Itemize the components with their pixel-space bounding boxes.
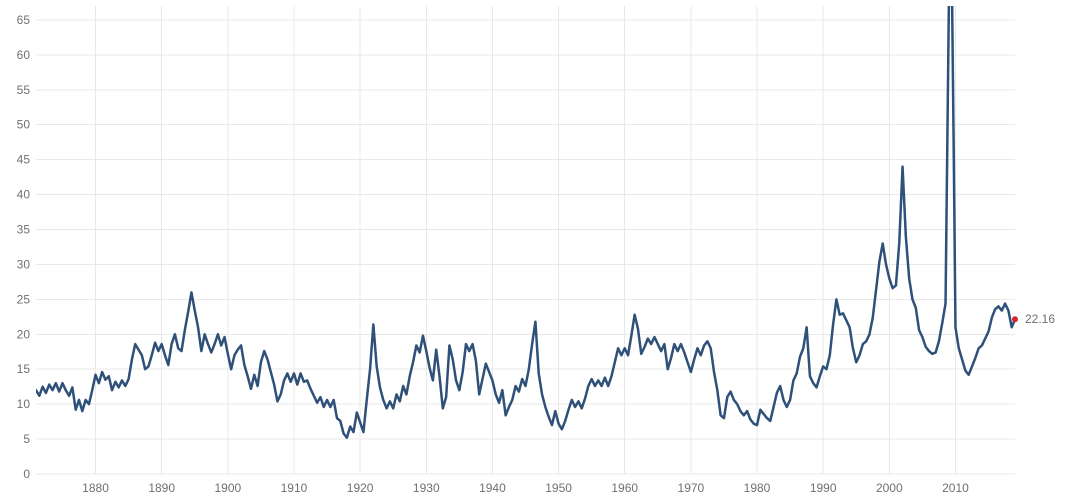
x-tick-label: 1910 [281,481,308,495]
x-tick-label: 1900 [214,481,241,495]
line-chart: 0 5 10 15 20 25 30 35 40 45 50 55 60 65 1880 1890 1900 19… [0,0,1071,502]
y-tick-label: 50 [17,118,31,132]
x-tick-label: 1920 [347,481,374,495]
x-tick-label: 1950 [545,481,572,495]
x-tick-label: 1970 [678,481,705,495]
y-tick-label: 15 [17,362,31,376]
y-tick-label: 10 [17,397,31,411]
y-tick-label: 40 [17,188,31,202]
y-tick-label: 5 [23,432,30,446]
x-tick-label: 1930 [413,481,440,495]
y-tick-label: 35 [17,223,31,237]
x-tick-label: 1880 [82,481,109,495]
x-tick-label: 1980 [744,481,771,495]
y-tick-label: 65 [17,13,31,27]
x-tick-label: 1990 [810,481,837,495]
x-tick-label: 1960 [611,481,638,495]
last-point-label: 22.16 [1025,312,1055,326]
y-tick-label: 20 [17,327,31,341]
y-tick-label: 55 [17,83,31,97]
last-point-marker [1012,316,1018,322]
y-tick-label: 60 [17,48,31,62]
grid [36,6,1015,474]
x-tick-label: 1940 [479,481,506,495]
chart-svg: 0 5 10 15 20 25 30 35 40 45 50 55 60 65 1880 1890 1900 19… [0,0,1071,502]
y-tick-label: 45 [17,153,31,167]
y-tick-label: 0 [23,467,30,481]
x-tick-label: 2000 [876,481,903,495]
y-tick-label: 25 [17,292,31,306]
series-line [36,0,1015,438]
y-tick-label: 30 [17,257,31,271]
x-tick-label: 2010 [942,481,969,495]
x-tick-label: 1890 [148,481,175,495]
